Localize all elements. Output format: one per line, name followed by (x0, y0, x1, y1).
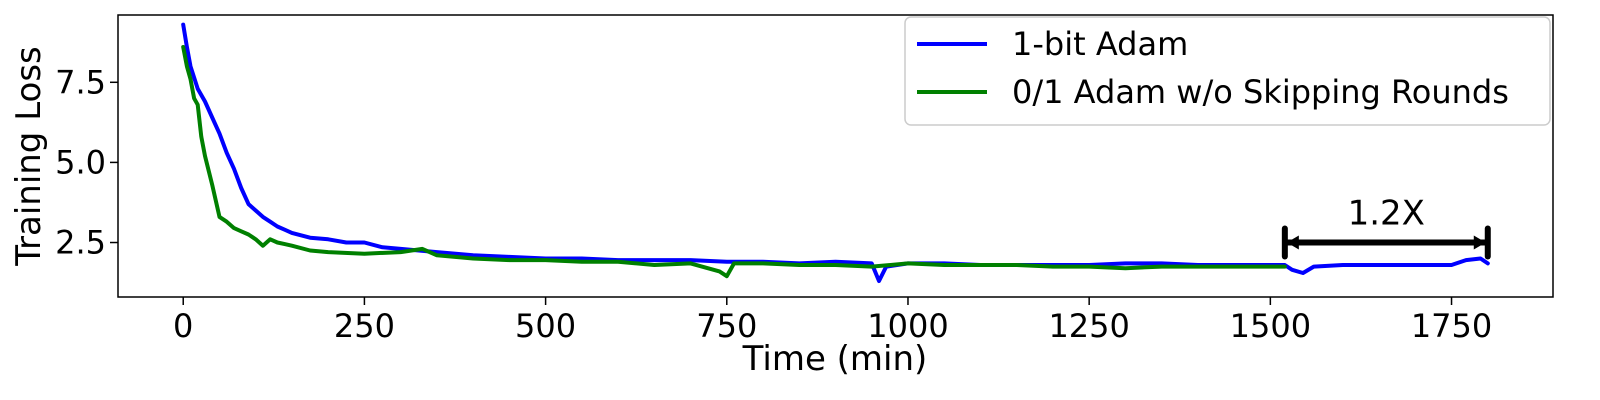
x-tick-label: 250 (334, 307, 395, 345)
series-line-1 (181, 45, 1287, 279)
legend-label-01-adam: 0/1 Adam w/o Skipping Rounds (1012, 73, 1509, 111)
x-axis-title: Time (min) (742, 339, 928, 379)
speedup-arrowhead (1473, 235, 1486, 250)
y-tick-label: 5.0 (55, 143, 106, 181)
y-axis-title: Training Loss (9, 46, 49, 267)
x-tick-label: 1500 (1230, 307, 1311, 345)
x-tick-label: 750 (696, 307, 757, 345)
speedup-label: 1.2X (1348, 194, 1425, 234)
x-tick-label: 0 (173, 307, 193, 345)
speedup-annotation: 1.2X (1281, 194, 1491, 260)
plot-area (117, 14, 1554, 298)
legend-box (904, 16, 1551, 126)
speedup-arrowhead (1286, 235, 1299, 250)
y-tick-label: 7.5 (55, 63, 106, 101)
x-tick-label: 1750 (1411, 307, 1492, 345)
x-tick-label: 1250 (1048, 307, 1129, 345)
y-tick-label: 2.5 (55, 224, 106, 262)
legend: 1-bit Adam 0/1 Adam w/o Skipping Rounds (904, 16, 1551, 126)
x-tick-label: 500 (515, 307, 576, 345)
legend-label-1bit-adam: 1-bit Adam (1012, 25, 1188, 63)
x-tick-label: 1000 (867, 307, 948, 345)
